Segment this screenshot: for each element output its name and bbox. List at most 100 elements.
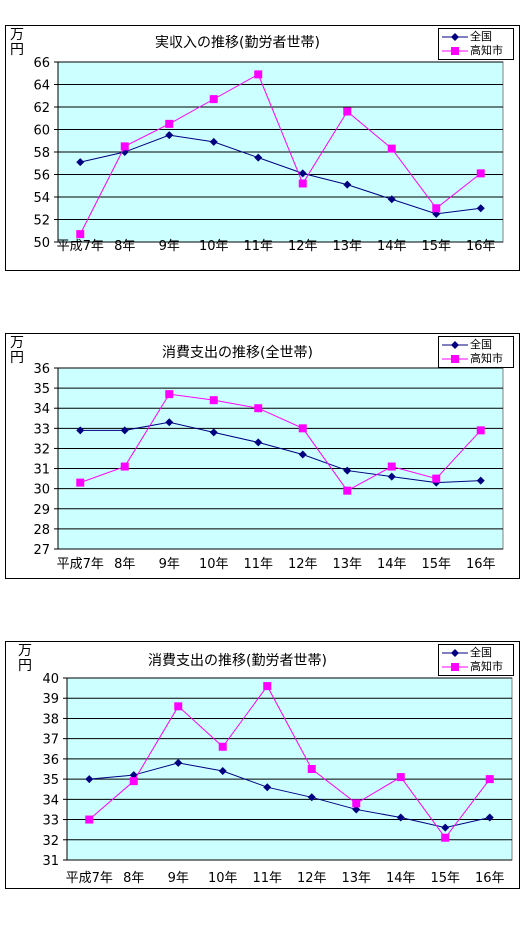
x-tick-label: 15年	[421, 239, 451, 254]
data-point-zenkoku	[298, 169, 307, 178]
data-point-kochi	[307, 765, 316, 773]
y-tick-label: 36	[33, 362, 50, 377]
y-tick-label: 62	[33, 101, 50, 116]
data-point-kochi	[76, 478, 85, 487]
plot-background	[57, 367, 504, 550]
y-tick-label: 34	[33, 402, 50, 417]
x-tick-label: 16年	[475, 871, 505, 886]
y-tick-label: 56	[33, 169, 50, 184]
x-tick-label: 9年	[159, 239, 180, 254]
y-tick-label: 32	[42, 834, 59, 849]
legend-label-kochi: 高知市	[470, 44, 503, 57]
x-tick-label: 15年	[430, 871, 460, 886]
data-point-kochi	[209, 95, 218, 104]
x-tick-label: 12年	[288, 239, 318, 254]
data-point-zenkoku	[254, 438, 263, 447]
data-point-kochi	[432, 474, 441, 483]
data-point-kochi	[352, 799, 361, 808]
data-point-kochi	[343, 486, 352, 495]
x-tick-label: 11年	[252, 871, 282, 886]
data-point-zenkoku	[476, 476, 485, 485]
y-tick-label: 29	[33, 503, 50, 518]
data-point-kochi	[129, 777, 138, 786]
data-point-kochi	[387, 144, 396, 153]
data-point-kochi	[476, 426, 485, 435]
y-tick-label: 60	[33, 124, 50, 139]
data-point-kochi	[120, 142, 129, 151]
y-tick-label: 31	[42, 854, 59, 869]
plot-background	[66, 677, 513, 861]
x-tick-label: 10年	[208, 871, 238, 886]
x-tick-label: 15年	[421, 557, 451, 572]
y-tick-label: 39	[42, 692, 59, 707]
y-tick-label: 31	[33, 463, 50, 478]
data-point-zenkoku	[298, 450, 307, 459]
data-point-zenkoku	[485, 813, 494, 822]
legend-label-kochi: 高知市	[470, 660, 503, 673]
plot-area: 50 52 54 56 58 60 62 64 66 平成7年 8年 9年 10年 11年 12年 13年 14…	[33, 56, 504, 254]
unit-label: 万円	[18, 643, 32, 674]
series-line-kochi	[88, 685, 491, 839]
data-point-zenkoku	[85, 775, 94, 784]
y-tick-label: 28	[33, 523, 50, 538]
x-tick-label: 9年	[159, 557, 180, 572]
data-point-zenkoku	[343, 180, 352, 189]
y-tick-label: 36	[42, 753, 59, 768]
chart-panel-consumption-all: 万円 消費支出の推移(全世帯) 27 28 29 30 31 32 33 34 35 36 平成7年…	[5, 333, 520, 579]
y-tick-label: 27	[33, 543, 50, 558]
series-line-zenkoku	[80, 134, 481, 215]
x-tick-label: 13年	[332, 239, 362, 254]
x-tick-label: 平成7年	[57, 239, 104, 254]
data-point-kochi	[174, 702, 183, 711]
data-point-kochi	[396, 773, 405, 782]
y-tick-label: 32	[33, 442, 50, 457]
data-point-zenkoku	[76, 158, 85, 167]
y-tick-label: 38	[42, 712, 59, 727]
data-point-zenkoku	[263, 783, 272, 792]
data-point-zenkoku	[218, 767, 227, 776]
data-point-zenkoku	[254, 153, 263, 162]
legend-label-zenkoku: 全国	[470, 646, 492, 659]
chart-panel-income: 万円 実収入の推移(勤労者世帯) 50 52 54 56 58 60 62 64 66 平成7年 8…	[5, 25, 520, 271]
x-tick-label: 12年	[288, 557, 318, 572]
plot-area: 31 32 33 34 35 36 37 38 39 40 平成7年 8年 9年 10年 11年 12年 13年…	[42, 672, 513, 886]
data-point-zenkoku	[165, 131, 174, 140]
data-point-zenkoku	[209, 137, 218, 146]
chart-panel-consumption-workers: 万円 消費支出の推移(勤労者世帯) 31 32 33 34 35 36 37 38 39 40 平成…	[5, 641, 520, 889]
data-point-kochi	[432, 204, 441, 213]
data-point-kochi	[218, 742, 227, 751]
data-point-zenkoku	[76, 426, 85, 435]
data-point-zenkoku	[476, 204, 485, 213]
data-point-zenkoku	[387, 472, 396, 481]
data-point-kochi	[387, 462, 396, 471]
x-tick-label: 13年	[332, 557, 362, 572]
legend: 全国 高知市	[438, 336, 514, 368]
y-tick-label: 30	[33, 483, 50, 498]
series-line-zenkoku	[80, 421, 481, 484]
data-point-kochi	[343, 107, 352, 116]
y-tick-label: 64	[33, 79, 50, 94]
x-tick-label: 13年	[341, 871, 371, 886]
data-point-zenkoku	[209, 428, 218, 437]
data-point-kochi	[85, 815, 94, 824]
data-point-kochi	[476, 169, 485, 178]
x-tick-label: 11年	[243, 557, 273, 572]
data-point-kochi	[76, 230, 85, 239]
unit-label: 万円	[10, 335, 24, 366]
unit-label: 万円	[10, 27, 24, 58]
x-tick-label: 10年	[199, 239, 229, 254]
series-line-zenkoku	[89, 762, 490, 829]
plot-area: 27 28 29 30 31 32 33 34 35 36 平成7年 8年 9年 10年 11年 12年 13年…	[33, 362, 504, 572]
data-point-zenkoku	[441, 823, 450, 832]
chart-title: 消費支出の推移(全世帯)	[162, 345, 313, 361]
data-point-kochi	[298, 179, 307, 188]
data-point-zenkoku	[307, 793, 316, 802]
data-point-zenkoku	[396, 813, 405, 822]
legend-label-kochi: 高知市	[470, 352, 503, 365]
x-tick-label: 10年	[199, 557, 229, 572]
y-tick-label: 54	[33, 191, 50, 206]
data-point-kochi	[209, 396, 218, 405]
x-tick-label: 9年	[168, 871, 189, 886]
legend-label-zenkoku: 全国	[470, 338, 492, 351]
x-tick-label: 8年	[123, 871, 144, 886]
